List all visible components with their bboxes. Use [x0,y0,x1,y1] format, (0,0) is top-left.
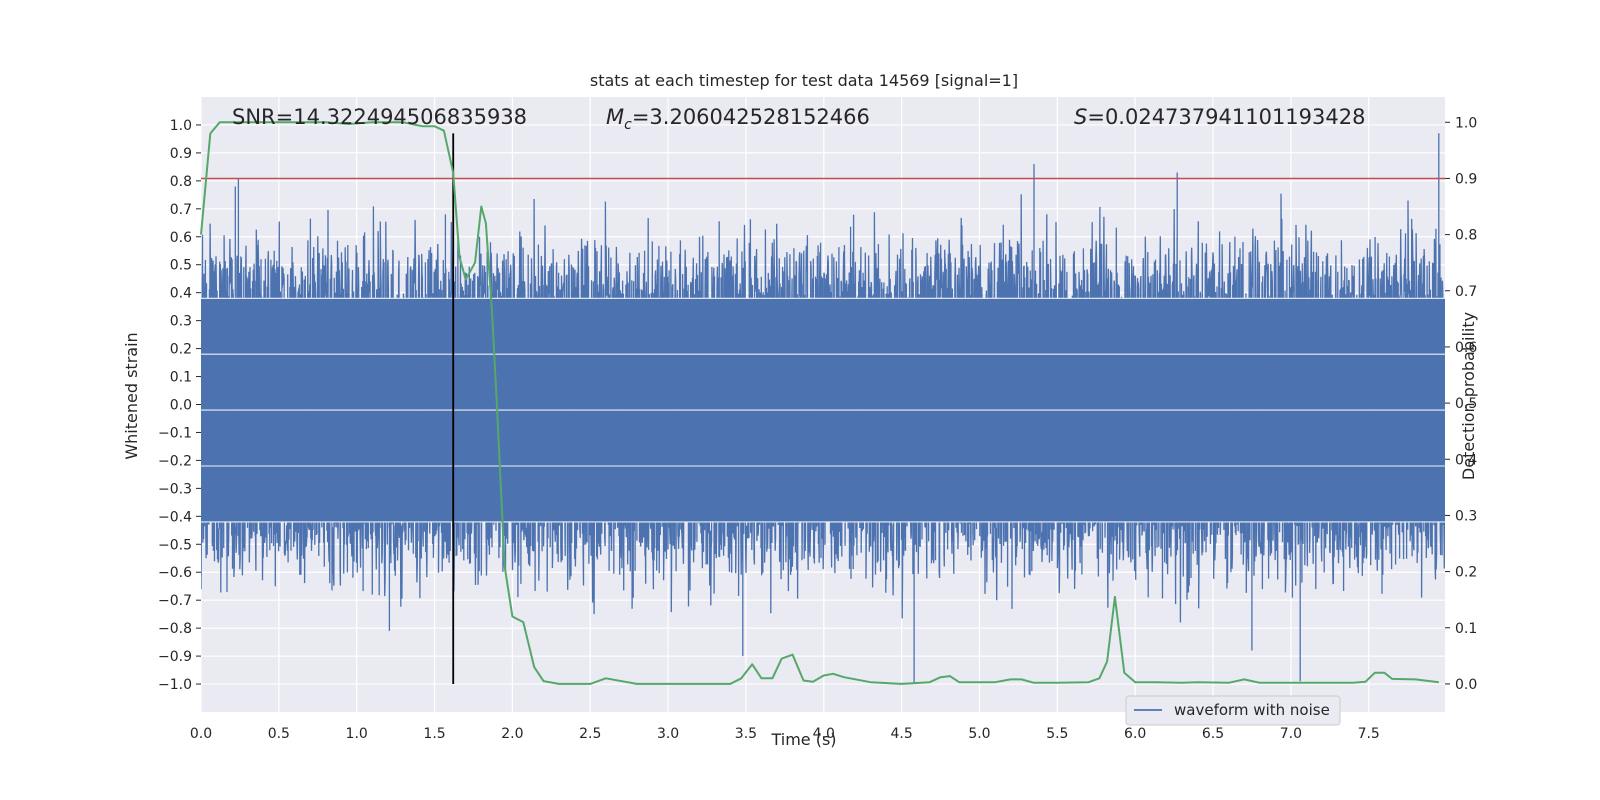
s-annotation: S=0.024737941101193428 [1074,105,1365,129]
right-y-tick-label: 0.4 [1455,452,1477,468]
right-y-tick-label: 0.8 [1455,228,1477,244]
right-y-axis-label: Detection probability [1459,312,1478,480]
right-y-tick-label: 0.6 [1455,340,1477,356]
waveform-line [201,133,1445,684]
right-y-tick-label: 0.7 [1455,284,1477,300]
right-y-tick-label: 0.2 [1455,565,1477,581]
waveform-series [201,133,1445,684]
x-tick-label: 3.5 [735,726,757,742]
x-tick-label: 1.0 [346,726,368,742]
x-tick-label: 7.0 [1280,726,1302,742]
left-y-tick-label: 0.1 [170,370,192,386]
chirp-mass-symbol: M [606,105,624,129]
x-tick-label: 4.0 [813,726,835,742]
left-y-tick-label: −0.7 [158,593,192,609]
chart-title: stats at each timestep for test data 145… [590,71,1018,90]
detection-probability-series [200,121,1439,685]
left-y-tick-label: −0.6 [158,565,192,581]
right-y-tick-label: 0.5 [1455,396,1477,412]
right-y-tick-label: 1.0 [1455,115,1477,131]
left-y-tick-label: 0.7 [170,202,192,218]
left-y-tick-label: −0.8 [158,621,192,637]
x-tick-label: 7.5 [1358,726,1380,742]
left-y-tick-label: 0.3 [170,314,192,330]
left-y-tick-label: −0.2 [158,453,192,469]
x-tick-label: 6.0 [1124,726,1146,742]
right-y-tick-label: 0.0 [1455,677,1477,693]
left-y-axis-ticks: 1.0 0.9 0.8 0.7 0.6 0.5 0.4 0.3 0.2 0.1 0.0 −0.1 −0.… [158,118,201,693]
x-tick-label: 3.0 [657,726,679,742]
legend-box [1125,695,1341,726]
left-y-tick-label: 0.6 [170,230,192,246]
snr-annotation: SNR=14.322494506835938 [232,105,527,129]
left-y-tick-label: 0.2 [170,342,192,358]
x-axis-ticks: 0.0 0.5 1.0 1.5 2.0 2.5 3.0 3.5 4.0 4.5 5.0 5.5 6.0 6… [190,726,1380,742]
left-y-tick-label: 1.0 [170,118,192,134]
left-y-axis-label: Whitened strain [122,332,141,459]
x-tick-label: 2.5 [579,726,601,742]
detection-probability-line [200,121,1439,685]
chirp-mass-subscript: c [624,117,632,133]
x-tick-label: 1.5 [423,726,445,742]
legend-waveform-label: waveform with noise [1174,701,1330,719]
left-y-tick-label: −0.9 [158,649,192,665]
x-tick-label: 0.5 [268,726,290,742]
left-y-tick-label: −0.1 [158,425,192,441]
x-tick-label: 5.0 [968,726,990,742]
left-y-tick-label: 0.9 [170,146,192,162]
right-y-tick-label: 0.9 [1455,171,1477,187]
right-y-axis-ticks: 1.0 0.9 0.8 0.7 0.6 0.5 0.4 0.3 0.2 0.1 0.0 [1445,115,1477,693]
left-y-tick-label: −0.5 [158,537,192,553]
right-y-tick-label: 0.1 [1455,621,1477,637]
chirp-mass-annotation: Mc=3.206042528152466 [606,105,870,133]
right-y-tick-label: 0.3 [1455,508,1477,524]
s-symbol: S [1074,105,1087,129]
left-y-tick-label: 0.4 [170,286,192,302]
left-y-tick-label: 0.0 [170,398,192,414]
legend: waveform with noise [1125,695,1341,726]
left-y-tick-label: −1.0 [158,677,192,693]
x-tick-label: 5.5 [1046,726,1068,742]
x-tick-label: 4.5 [890,726,912,742]
chirp-mass-value: =3.206042528152466 [632,105,870,129]
x-tick-label: 0.0 [190,726,212,742]
left-y-tick-label: −0.4 [158,509,192,525]
x-tick-label: 6.5 [1202,726,1224,742]
left-y-tick-label: −0.3 [158,481,192,497]
x-axis-label: Time (s) [770,730,836,749]
left-y-tick-label: 0.8 [170,174,192,190]
x-tick-label: 2.0 [501,726,523,742]
left-y-tick-label: 0.5 [170,258,192,274]
s-value: =0.024737941101193428 [1087,105,1365,129]
